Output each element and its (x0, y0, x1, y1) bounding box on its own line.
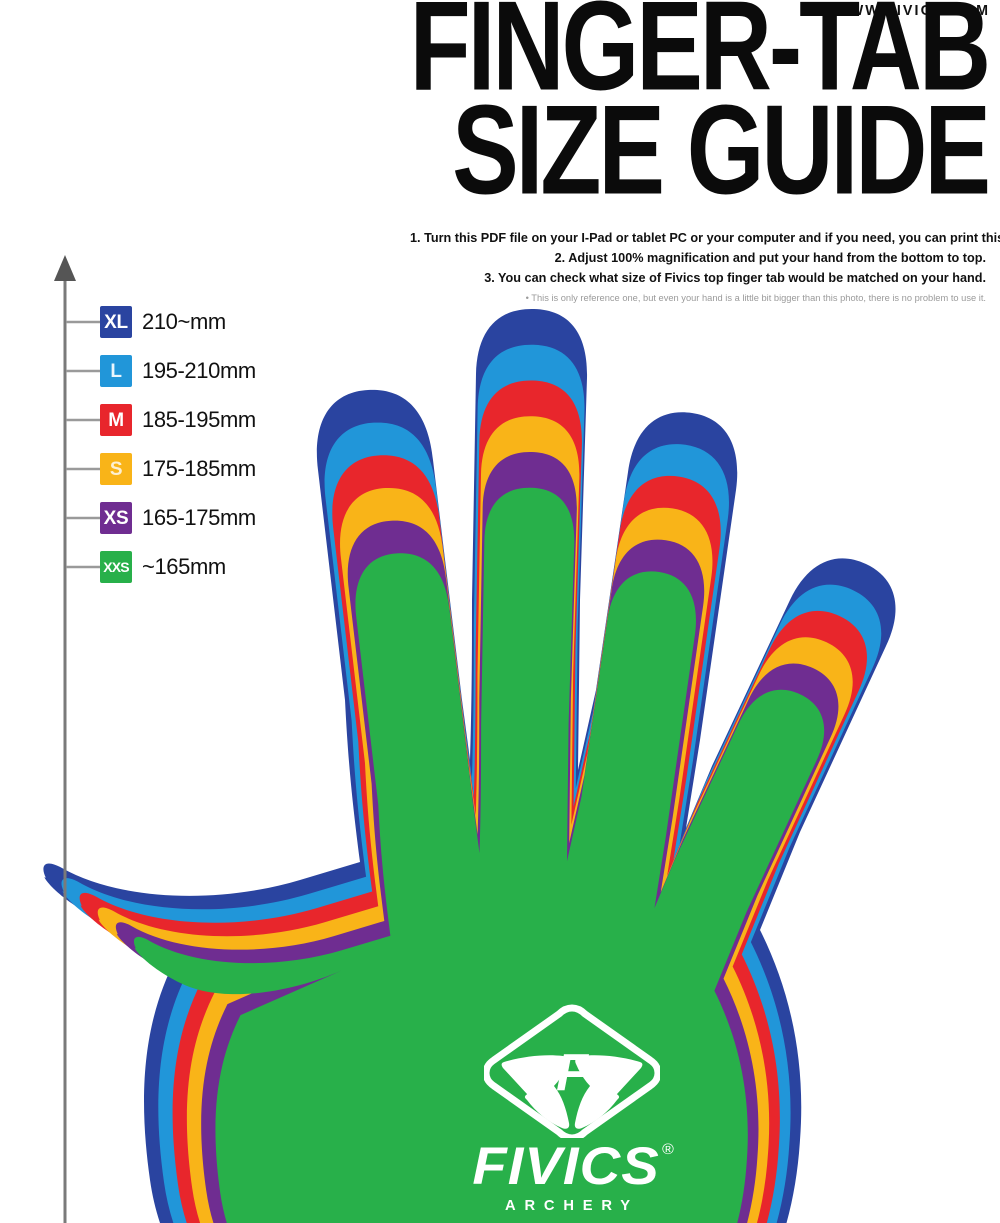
measurement-axis (54, 255, 100, 1223)
axis-ticks (66, 320, 100, 569)
legend-row-m[interactable]: M 185-195mm (100, 403, 256, 437)
logo-f-letter: F (556, 1044, 589, 1102)
instruction-step-1: 1. Turn this PDF file on your I-Pad or t… (410, 230, 1000, 245)
fivics-diamond-icon: F (484, 1004, 660, 1138)
size-range-l: 195-210mm (142, 358, 256, 383)
legend-row-xs[interactable]: XS 165-175mm (100, 501, 256, 535)
legend-row-l[interactable]: L 195-210mm (100, 354, 256, 388)
axis-arrow-icon (54, 255, 76, 281)
logo-subtitle: ARCHERY (505, 1197, 639, 1214)
size-range-xxs: ~165mm (142, 554, 226, 579)
instructions-block: 1. Turn this PDF file on your I-Pad or t… (386, 228, 1000, 305)
instruction-note: • This is only reference one, but even y… (525, 293, 986, 305)
size-badge-xs: XS (100, 502, 132, 534)
legend-row-xxs[interactable]: XXS ~165mm (100, 550, 226, 584)
size-range-xs: 165-175mm (142, 505, 256, 530)
registered-mark: ® (661, 1141, 675, 1158)
size-badge-l: L (100, 355, 132, 387)
size-range-xl: 210~mm (142, 309, 226, 334)
title-line-2: SIZE GUIDE (452, 78, 991, 222)
instruction-step-2: 2. Adjust 100% magnification and put you… (554, 250, 986, 266)
axis-line-group (54, 255, 76, 1223)
size-range-m: 185-195mm (142, 407, 256, 432)
instruction-step-3: 3. You can check what size of Fivics top… (484, 270, 986, 286)
legend-row-xl[interactable]: XL 210~mm (100, 305, 226, 339)
size-legend: XL 210~mm L 195-210mm M 185-195mm S 175-185mm XS… (0, 255, 300, 1223)
fivics-logo: F FIVICS ® ARCHERY (452, 1004, 692, 1214)
site-url[interactable]: WWW.FIVICS.COM (834, 2, 990, 19)
title-line-1: FINGER-TAB (409, 0, 991, 117)
legend-row-s[interactable]: S 175-185mm (100, 452, 256, 486)
page-title: FINGER-TAB SIZE GUIDE (348, 0, 991, 214)
size-range-s: 175-185mm (142, 456, 256, 481)
logo-wordmark: FIVICS ® (471, 1137, 675, 1196)
size-badge-xxs: XXS (100, 551, 132, 583)
size-badge-xl: XL (100, 306, 132, 338)
size-badge-m: M (100, 404, 132, 436)
size-badge-s: S (100, 453, 132, 485)
logo-wordmark-wrap: FIVICS ® (452, 1138, 692, 1193)
